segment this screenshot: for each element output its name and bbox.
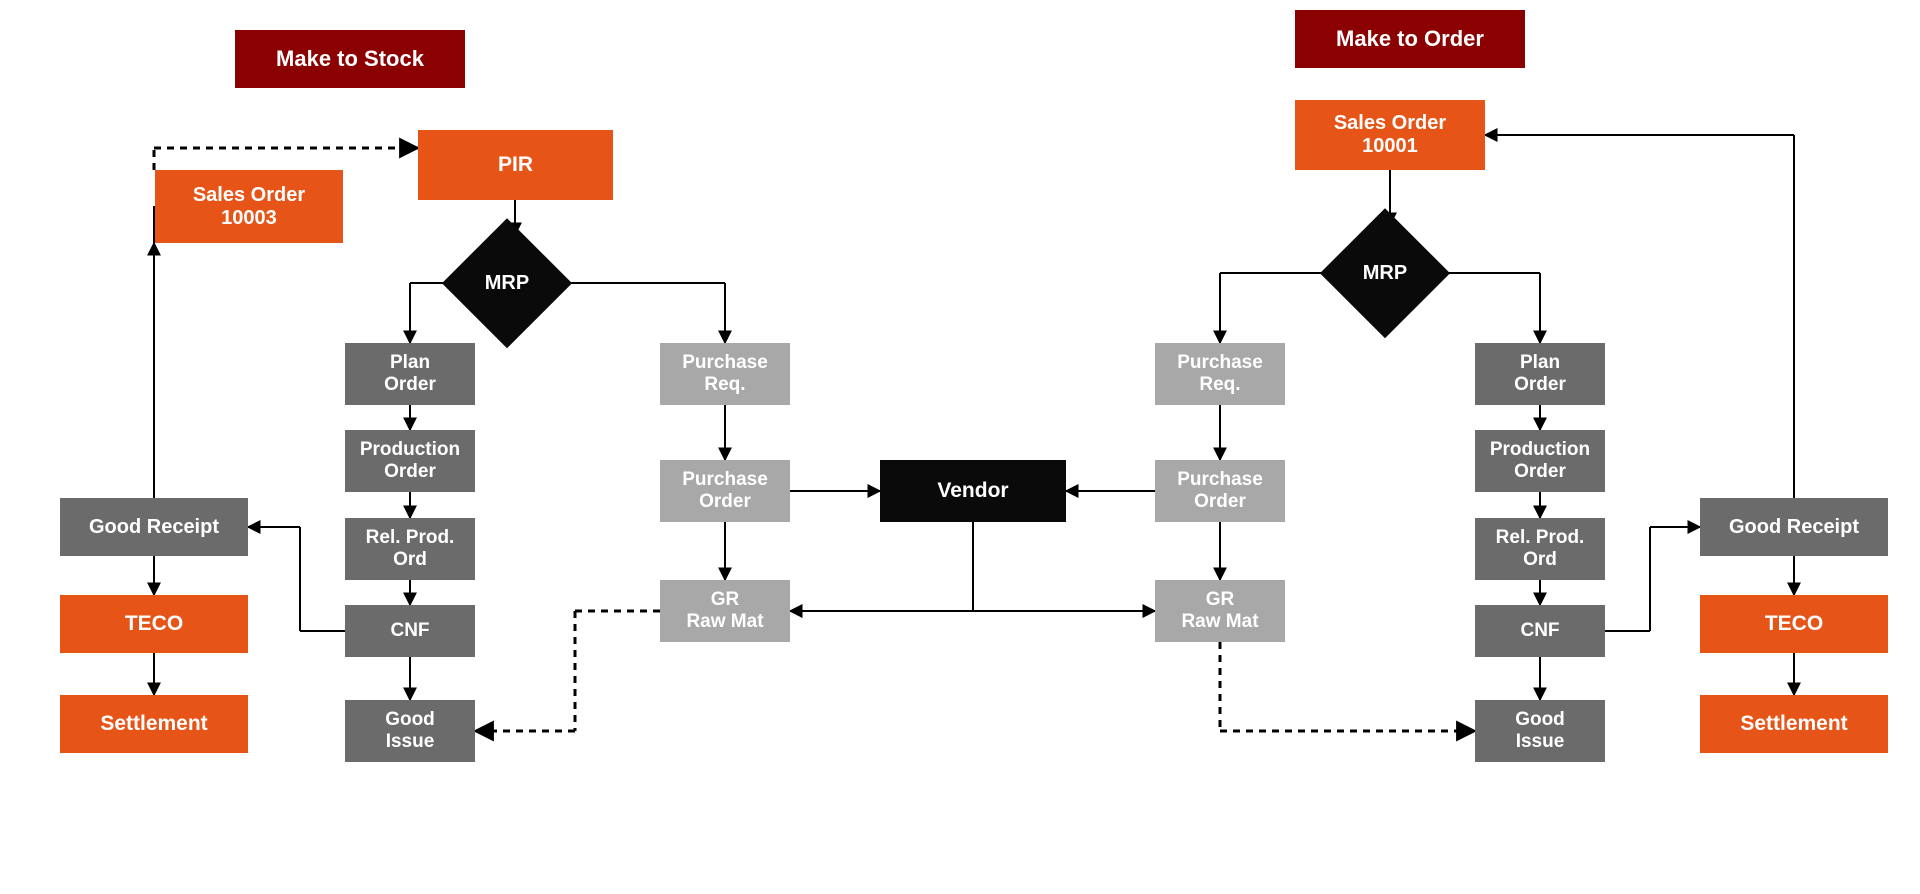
node-mrp_l: MRP <box>442 235 572 331</box>
node-cnf_l: CNF <box>345 605 475 657</box>
node-sett_r: Settlement <box>1700 695 1888 753</box>
node-plan_r: Plan Order <box>1475 343 1605 405</box>
node-gi_r: Good Issue <box>1475 700 1605 762</box>
node-mts_title: Make to Stock <box>235 30 465 88</box>
flowchart-canvas: Make to Stock Make to Order Sales Order 10… <box>0 0 1920 894</box>
node-gi_l: Good Issue <box>345 700 475 762</box>
node-prod_l: Production Order <box>345 430 475 492</box>
node-rel_l: Rel. Prod. Ord <box>345 518 475 580</box>
node-mrp_l-label: MRP <box>442 235 572 331</box>
node-pir: PIR <box>418 130 613 200</box>
node-grrm_r: GR Raw Mat <box>1155 580 1285 642</box>
node-preq_r: Purchase Req. <box>1155 343 1285 405</box>
node-preq_l: Purchase Req. <box>660 343 790 405</box>
node-po_r: Purchase Order <box>1155 460 1285 522</box>
node-teco_r: TECO <box>1700 595 1888 653</box>
node-so_10003: Sales Order 10003 <box>155 170 343 243</box>
node-vendor: Vendor <box>880 460 1066 522</box>
node-rel_r: Rel. Prod. Ord <box>1475 518 1605 580</box>
node-mrp_r: MRP <box>1320 225 1450 321</box>
node-mrp_r-label: MRP <box>1320 225 1450 321</box>
node-grrm_l: GR Raw Mat <box>660 580 790 642</box>
node-cnf_r: CNF <box>1475 605 1605 657</box>
node-gr_l: Good Receipt <box>60 498 248 556</box>
node-teco_l: TECO <box>60 595 248 653</box>
node-po_l: Purchase Order <box>660 460 790 522</box>
node-so_10001: Sales Order 10001 <box>1295 100 1485 170</box>
node-mto_title: Make to Order <box>1295 10 1525 68</box>
node-sett_l: Settlement <box>60 695 248 753</box>
node-gr_r: Good Receipt <box>1700 498 1888 556</box>
node-prod_r: Production Order <box>1475 430 1605 492</box>
node-plan_l: Plan Order <box>345 343 475 405</box>
connector-layer <box>0 0 1920 894</box>
